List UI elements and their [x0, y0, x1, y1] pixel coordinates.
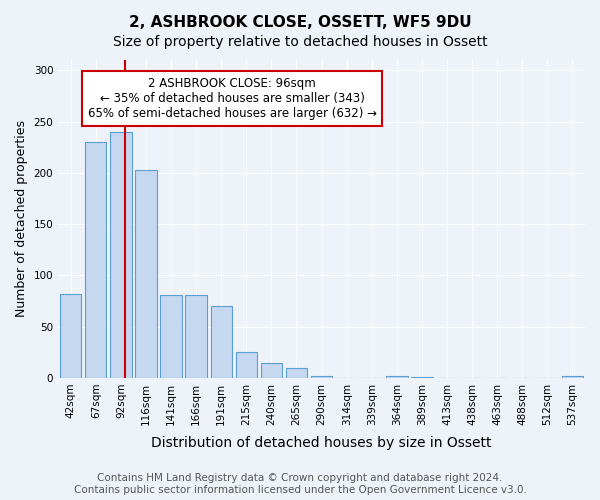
Text: Size of property relative to detached houses in Ossett: Size of property relative to detached ho… — [113, 35, 487, 49]
Bar — [236, 352, 257, 378]
Bar — [386, 376, 407, 378]
Bar — [286, 368, 307, 378]
X-axis label: Distribution of detached houses by size in Ossett: Distribution of detached houses by size … — [151, 436, 492, 450]
Y-axis label: Number of detached properties: Number of detached properties — [15, 120, 28, 318]
Bar — [160, 295, 182, 378]
Bar — [136, 170, 157, 378]
Text: Contains HM Land Registry data © Crown copyright and database right 2024.
Contai: Contains HM Land Registry data © Crown c… — [74, 474, 526, 495]
Bar — [411, 377, 433, 378]
Bar — [562, 376, 583, 378]
Bar — [211, 306, 232, 378]
Text: 2, ASHBROOK CLOSE, OSSETT, WF5 9DU: 2, ASHBROOK CLOSE, OSSETT, WF5 9DU — [128, 15, 472, 30]
Text: 2 ASHBROOK CLOSE: 96sqm
← 35% of detached houses are smaller (343)
65% of semi-d: 2 ASHBROOK CLOSE: 96sqm ← 35% of detache… — [88, 76, 377, 120]
Bar — [85, 142, 106, 378]
Bar — [110, 132, 131, 378]
Bar — [60, 294, 82, 378]
Bar — [261, 362, 282, 378]
Bar — [185, 295, 207, 378]
Bar — [311, 376, 332, 378]
